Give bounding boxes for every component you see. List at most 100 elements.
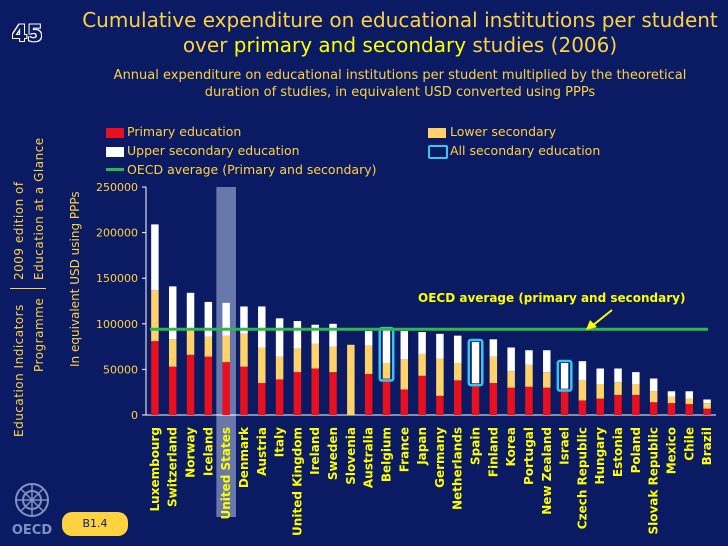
bar-segment-primary: [222, 362, 230, 415]
bar-segment-lower: [204, 336, 213, 357]
x-tick-label: Brazil: [700, 427, 714, 465]
bar-segment-upper: [222, 302, 230, 336]
legend-swatch-all-secondary: [428, 145, 448, 159]
legend-swatch-primary: [106, 128, 124, 138]
bar-segment-upper: [400, 331, 409, 360]
bar-segment-primary: [418, 375, 426, 415]
legend-oecd: OECD average (Primary and secondary): [127, 162, 377, 177]
bar-segment-upper: [186, 292, 195, 330]
bar-segment-primary: [364, 373, 373, 415]
side-divider: [10, 288, 46, 289]
bar-segment-upper: [667, 391, 676, 397]
bar-segment-primary: [685, 404, 694, 415]
bar-segment-lower: [347, 344, 355, 415]
bar-segment-upper: [525, 350, 533, 365]
bar-segment-upper: [489, 339, 498, 357]
oecd-logo-icon: OECD: [12, 483, 52, 538]
bar-segment-lower: [614, 382, 622, 395]
bar-segment-lower: [293, 348, 302, 373]
bar-segment-primary: [168, 366, 177, 415]
bar-segment-primary: [471, 383, 480, 415]
bar-segment-upper: [649, 378, 658, 392]
x-tick-label: Korea: [504, 427, 518, 467]
bar-segment-primary: [560, 388, 569, 415]
bar-segment-upper: [453, 335, 462, 364]
bar-segment-lower: [632, 383, 640, 395]
bar-segment-lower: [649, 391, 658, 403]
bar-segment-primary: [649, 402, 658, 415]
all-secondary-outline: [556, 359, 573, 392]
bar-segment-lower: [258, 347, 266, 384]
bar-segment-primary: [703, 408, 711, 415]
y-tick-label: 100000: [96, 318, 138, 331]
bar-segment-primary: [151, 341, 159, 415]
annotation-arrow-head: [586, 320, 597, 330]
x-tick-label: Mexico: [664, 427, 678, 474]
bar-segment-lower: [543, 372, 551, 388]
x-tick-label: Chile: [682, 427, 696, 461]
bar-segment-lower: [525, 364, 533, 387]
bar-segment-primary: [258, 383, 266, 415]
slide-number: 45: [12, 22, 43, 47]
title-highlight: primary and secondary: [233, 33, 467, 57]
bar-segment-upper: [685, 391, 694, 399]
x-tick-label: Slovenia: [344, 427, 358, 485]
bar-segment-lower: [222, 335, 230, 363]
x-tick-label: New Zealand: [540, 427, 554, 515]
legend-swatch-upper: [106, 147, 124, 157]
x-tick-label: Japan: [415, 427, 429, 466]
bar-segment-primary: [507, 387, 515, 415]
x-tick-label: Hungary: [593, 427, 607, 485]
bar-segment-primary: [453, 380, 462, 415]
bar-segment-primary: [632, 394, 640, 415]
x-tick-label: Australia: [362, 427, 376, 488]
bar-segment-primary: [400, 389, 409, 415]
bar-segment-upper: [293, 321, 302, 349]
bar-segment-upper: [364, 331, 373, 346]
bar-segment-lower: [400, 359, 409, 390]
bar-segment-primary: [667, 403, 676, 415]
bar-segment-primary: [596, 398, 604, 415]
chart-subtitle: Annual expenditure on educational instit…: [113, 68, 687, 100]
y-tick-label: 150000: [96, 272, 138, 285]
bar-segment-primary: [578, 400, 587, 415]
bar-segment-primary: [329, 372, 337, 415]
bar-segment-upper: [204, 301, 213, 337]
x-tick-label: Italy: [273, 427, 287, 457]
bar-segment-upper: [382, 330, 391, 364]
bar-segment-lower: [685, 398, 694, 405]
bar-segment-lower: [275, 356, 284, 380]
all-secondary-outline: [467, 338, 484, 387]
bar-segment-lower: [418, 353, 426, 376]
x-tick-label: Finland: [486, 427, 500, 477]
y-tick-label: 250000: [96, 181, 138, 194]
bar-segment-primary: [186, 354, 195, 415]
bar-segment-primary: [204, 356, 213, 415]
x-tick-label: Estonia: [611, 427, 625, 477]
legend-all-secondary: All secondary education: [450, 143, 601, 158]
bar-segment-primary: [275, 379, 284, 415]
x-tick-label: Switzerland: [166, 427, 180, 507]
bar-segment-primary: [614, 394, 622, 415]
bar-segment-primary: [311, 368, 319, 415]
bar-segment-upper: [240, 306, 248, 334]
bar-segment-upper: [614, 368, 622, 383]
x-tick-label: Denmark: [237, 426, 251, 488]
bar-segment-upper: [436, 333, 444, 359]
bar-segment-upper: [578, 361, 587, 381]
x-tick-label: Poland: [629, 427, 643, 473]
bar-segment-lower: [578, 380, 587, 401]
bar-segment-primary: [489, 383, 498, 415]
x-tick-label: Czech Republic: [575, 427, 589, 529]
bar-segment-upper: [703, 399, 711, 404]
legend-swatch-lower: [428, 128, 446, 138]
y-tick-label: 200000: [96, 227, 138, 240]
bar-segment-lower: [596, 383, 604, 399]
bar-segment-upper: [311, 324, 319, 344]
title-part1: Cumulative expenditure on educational in…: [82, 8, 718, 57]
legend-lower: Lower secondary: [450, 124, 557, 139]
bar-segment-upper: [632, 372, 640, 384]
bar-segment-primary: [293, 372, 302, 415]
bar-segment-primary: [436, 395, 444, 415]
